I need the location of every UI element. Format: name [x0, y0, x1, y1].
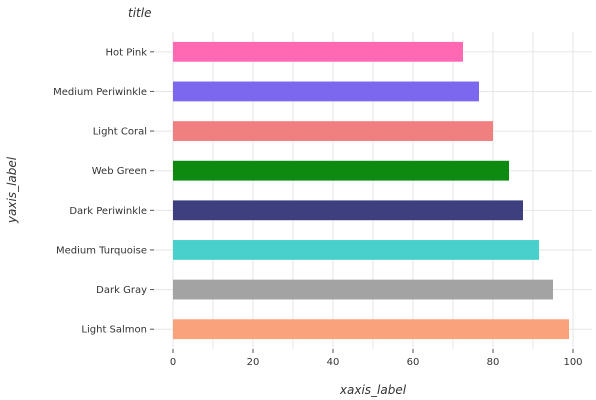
x-tick-label: 40 — [327, 357, 340, 368]
y-tick-label: Light Coral — [93, 127, 147, 138]
bar-dark-periwinkle — [173, 200, 523, 221]
bar-light-salmon — [173, 319, 569, 340]
bar-medium-turquoise — [173, 240, 539, 260]
axis-layer: Light Salmon Dark Gray Medium Turquoise Dar… — [53, 47, 582, 368]
bar-light-coral — [173, 121, 493, 141]
bar-dark-gray — [173, 279, 553, 300]
bar-medium-periwinkle — [173, 81, 479, 102]
y-tick-label: Web Green — [92, 166, 147, 177]
bar-layer — [173, 41, 569, 340]
chart-title: title — [128, 6, 151, 20]
x-tick-label: 60 — [407, 357, 420, 368]
x-tick-label: 100 — [563, 357, 582, 368]
y-tick-label: Medium Turquoise — [56, 245, 147, 256]
x-axis-label: xaxis_label — [339, 383, 407, 397]
y-tick-label: Medium Periwinkle — [53, 87, 147, 98]
x-tick-label: 80 — [487, 357, 500, 368]
x-tick-label: 20 — [247, 357, 260, 368]
y-tick-label: Hot Pink — [106, 47, 148, 58]
y-tick-label: Light Salmon — [81, 325, 147, 336]
y-axis-label: yaxis_label — [5, 156, 19, 224]
y-tick-label: Dark Gray — [96, 285, 147, 296]
bar-web-green — [173, 160, 509, 181]
bar-hot-pink — [173, 41, 463, 62]
grid-layer — [154, 32, 592, 349]
x-tick-label: 0 — [170, 357, 176, 368]
y-tick-label: Dark Periwinkle — [69, 206, 147, 217]
